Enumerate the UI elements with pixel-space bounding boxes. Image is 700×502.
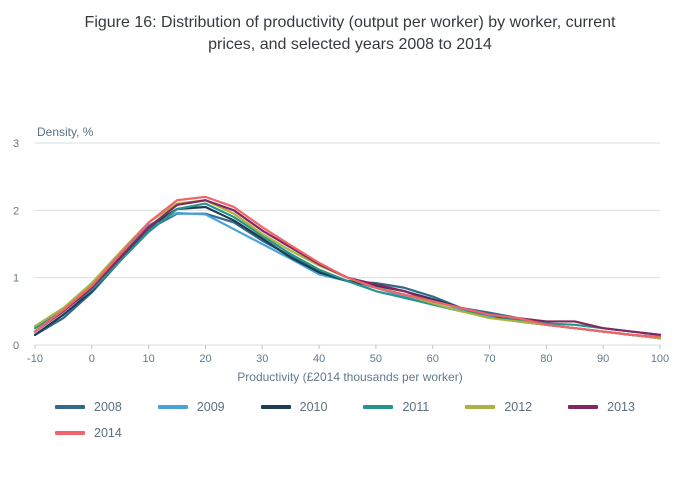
x-tick-label: 70 <box>483 353 495 365</box>
legend: 2008 2009 2010 2011 2012 2013 2014 <box>0 384 700 440</box>
density-chart: 0 1 2 3 -10 0 10 20 30 40 50 60 70 80 90 100 Density, % <box>0 123 700 368</box>
y-tick-label: 1 <box>13 272 19 284</box>
legend-item-2012[interactable]: 2012 <box>465 400 532 414</box>
x-tick-label: 20 <box>199 353 211 365</box>
series-line-2013[interactable] <box>33 198 662 336</box>
legend-item-2010[interactable]: 2010 <box>260 399 328 414</box>
legend-item-2014[interactable]: 2014 <box>55 426 122 440</box>
series-line-2008[interactable] <box>33 212 662 338</box>
series-line-2010[interactable] <box>33 205 662 340</box>
legend-swatch-2011 <box>363 404 394 409</box>
legend-item-2013[interactable]: 2013 <box>568 400 635 414</box>
series-line-2011[interactable] <box>33 202 662 336</box>
x-tick-label: 10 <box>143 353 155 365</box>
x-tick-label: 40 <box>313 353 325 365</box>
x-tick-label: 100 <box>651 353 669 365</box>
y-tick-label: 3 <box>13 138 19 150</box>
legend-swatch-2014 <box>55 430 85 435</box>
series-line-2012[interactable] <box>33 198 662 340</box>
legend-label-2013: 2013 <box>607 399 635 414</box>
legend-label-2009: 2009 <box>196 399 225 414</box>
y-axis-title: Density, % <box>37 125 94 139</box>
legend-label-2008: 2008 <box>94 399 122 414</box>
legend-label-2014: 2014 <box>94 425 122 440</box>
x-tick-label: 80 <box>540 353 552 365</box>
legend-swatch-2013 <box>568 404 599 409</box>
x-tick-label: 30 <box>256 353 268 365</box>
legend-swatch-2010 <box>260 404 291 409</box>
y-tick-label: 0 <box>13 340 19 352</box>
legend-item-2011[interactable]: 2011 <box>363 400 429 414</box>
y-tick-label: 2 <box>13 205 19 217</box>
series-line-2009[interactable] <box>33 211 662 340</box>
x-tick-label: 60 <box>427 353 439 365</box>
legend-swatch-2009 <box>157 404 188 409</box>
x-tick-label: 50 <box>370 353 382 365</box>
x-tick-label: 90 <box>597 353 609 365</box>
legend-item-2008[interactable]: 2008 <box>55 400 122 414</box>
density-chart-svg: 0 1 2 3 -10 0 10 20 30 40 50 60 70 80 90 100 Density, % <box>13 125 669 365</box>
legend-label-2010: 2010 <box>299 399 328 414</box>
legend-item-2009[interactable]: 2009 <box>157 399 225 414</box>
legend-label-2011: 2011 <box>402 399 430 414</box>
legend-swatch-2008 <box>55 404 85 409</box>
chart-title: Figure 16: Distribution of productivity … <box>84 14 616 54</box>
legend-swatch-2012 <box>465 404 496 409</box>
series-line-2014[interactable] <box>33 195 662 338</box>
x-axis-title: Productivity (£2014 thousands per worker… <box>237 369 463 384</box>
x-tick-label: 0 <box>89 353 95 365</box>
legend-label-2012: 2012 <box>504 399 533 414</box>
x-tick-label: -10 <box>27 353 43 365</box>
